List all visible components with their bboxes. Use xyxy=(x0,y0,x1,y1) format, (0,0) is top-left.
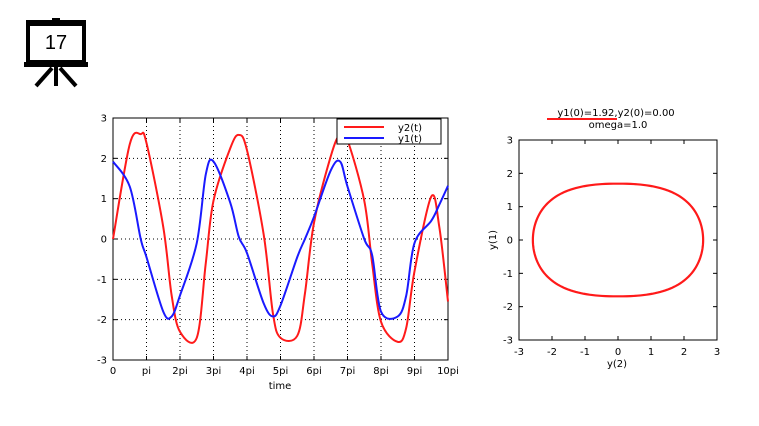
x-tick-label: 9pi xyxy=(407,366,423,377)
y-tick-label: -1 xyxy=(97,275,107,286)
x-tick-label: 10pi xyxy=(437,366,459,377)
x-tick-label: -1 xyxy=(580,347,590,358)
x-tick-label: 1 xyxy=(648,347,654,358)
y-tick-label: 1 xyxy=(101,194,107,205)
y-tick-label: 2 xyxy=(507,169,513,180)
y-tick-label: -1 xyxy=(503,269,513,280)
series-line-y1t xyxy=(112,158,449,320)
y-tick-label: 3 xyxy=(507,136,513,147)
plot-frame xyxy=(518,139,718,341)
legend-label-y1: y1(t) xyxy=(398,134,422,145)
x-tick-label: -2 xyxy=(547,347,557,358)
y-tick-label: 0 xyxy=(507,236,513,247)
x-tick-label: 4pi xyxy=(239,366,255,377)
y-tick-label: -2 xyxy=(503,302,513,313)
y-tick-label: -2 xyxy=(97,315,107,326)
chart-subtitle: omega=1.0 xyxy=(589,120,648,131)
legend-box xyxy=(336,118,442,145)
series-lines xyxy=(112,130,449,344)
y-tick-label: 2 xyxy=(101,154,107,165)
x-tick-label: 8pi xyxy=(373,366,389,377)
series-line-y2t xyxy=(112,130,449,344)
y-tick-label: 1 xyxy=(507,202,513,213)
x-tick-label: 3pi xyxy=(206,366,222,377)
x-tick-label: pi xyxy=(142,366,151,377)
grid xyxy=(113,118,448,360)
x-axis-label: time xyxy=(269,381,292,392)
x-tick-label: 5pi xyxy=(273,366,289,377)
phase-curve xyxy=(531,182,705,298)
projector-screen-icon xyxy=(24,18,88,88)
legend: y2(t) y1(t) xyxy=(336,118,442,145)
x-tick-label: 2 xyxy=(681,347,687,358)
x-tick-label: 6pi xyxy=(306,366,322,377)
x-tick-label: 3 xyxy=(714,347,720,358)
y-axis-label: y(1) xyxy=(488,230,499,250)
y-tick-label: -3 xyxy=(503,336,513,347)
slide-number: 17 xyxy=(44,31,68,54)
axes xyxy=(518,139,718,341)
tick-labels: 0 pi 2pi 3pi 4pi 5pi 6pi 7pi 8pi 9pi 10pi -3 -2 -1 0 1 2… xyxy=(97,114,459,378)
y-tick-label: -3 xyxy=(97,356,107,367)
chart-title: y1(0)=1.92,y2(0)=0.00 xyxy=(557,108,674,119)
x-tick-label: -3 xyxy=(514,347,524,358)
x-tick-label: 2pi xyxy=(172,366,188,377)
x-tick-label: 7pi xyxy=(340,366,356,377)
x-tick-label: 0 xyxy=(110,366,116,377)
tick-labels: -3 -2 -1 0 1 2 3 -3 -2 -1 0 1 2 3 xyxy=(503,136,720,359)
legend-label-y2: y2(t) xyxy=(398,123,422,134)
x-tick-label: 0 xyxy=(615,347,621,358)
y-tick-label: 3 xyxy=(101,114,107,125)
y-tick-label: 0 xyxy=(101,235,107,246)
x-axis-label: y(2) xyxy=(607,359,627,370)
